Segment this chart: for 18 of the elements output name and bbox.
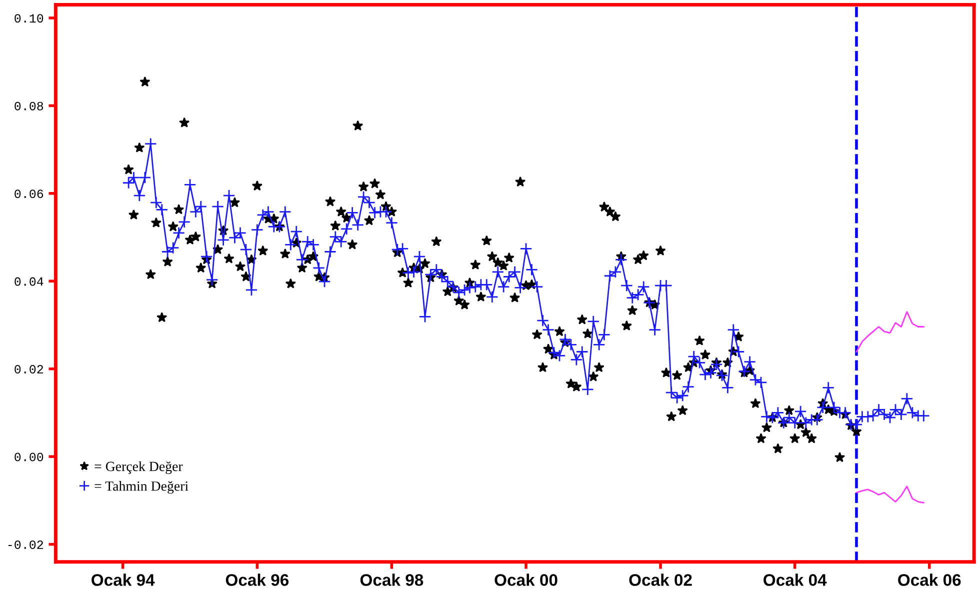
y-tick-label: 0.02 (14, 365, 43, 374)
line-series (856, 311, 924, 352)
x-tick-label: Ocak 00 (494, 574, 558, 586)
legend-label: = Tahmin Değeri (94, 481, 188, 494)
y-tick-label: 0.10 (14, 14, 44, 23)
y-tick-label: 0.04 (14, 277, 44, 286)
x-tick-label: Ocak 98 (360, 574, 424, 586)
x-tick-label: Ocak 96 (226, 574, 289, 586)
x-tick-label: Ocak 02 (629, 574, 692, 586)
y-tick-label: 0.06 (14, 190, 44, 198)
y-tick-label: -0.02 (8, 540, 43, 549)
y-tick-label: 0.08 (14, 102, 44, 110)
y-tick-label: 0.00 (14, 452, 44, 462)
legend-label: = Gerçek Değer (94, 461, 183, 474)
line-series (856, 486, 924, 504)
x-tick-label: Ocak 04 (764, 574, 827, 586)
x-tick-label: Ocak 06 (898, 574, 961, 586)
x-tick-label: Ocak 94 (92, 574, 155, 586)
